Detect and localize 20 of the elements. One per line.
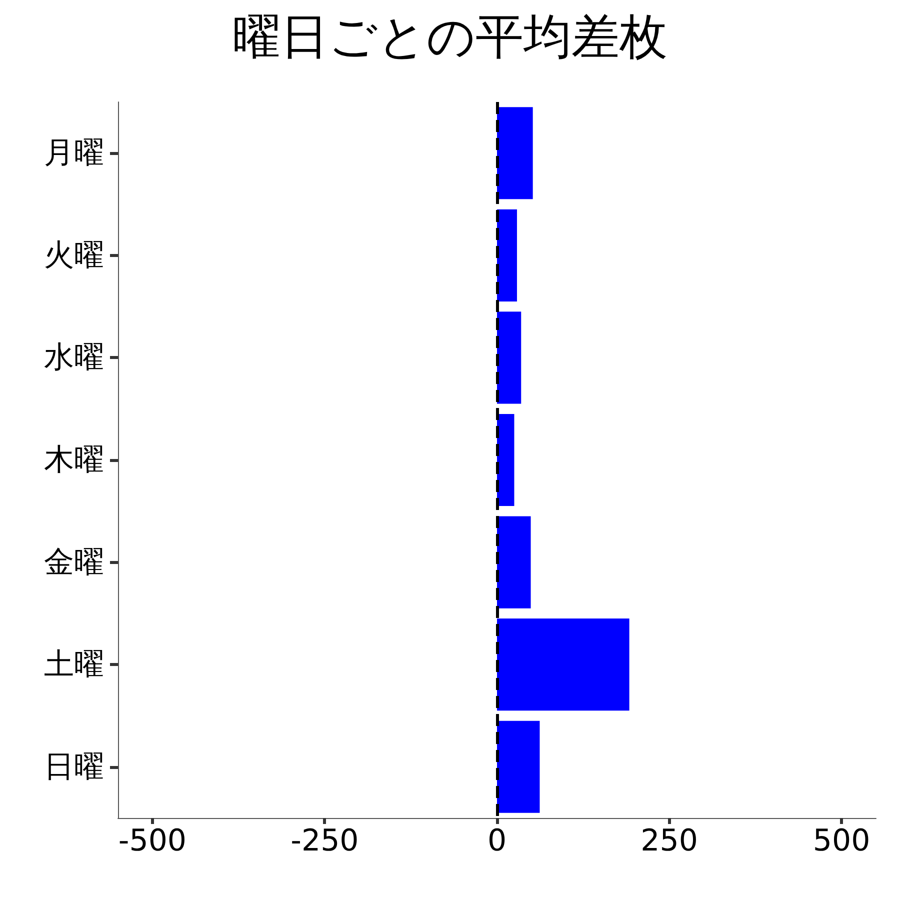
y-tick-label: 火曜 xyxy=(44,238,104,273)
bar xyxy=(497,107,533,200)
bar xyxy=(497,618,630,711)
bar xyxy=(497,516,531,608)
x-tick-label: -250 xyxy=(290,824,359,858)
y-tick-label: 土曜 xyxy=(44,647,104,682)
x-tick-label: -500 xyxy=(118,824,186,858)
y-tick-label: 木曜 xyxy=(44,442,104,478)
x-tick-label: 0 xyxy=(487,824,507,858)
bar xyxy=(497,720,540,813)
y-tick-label: 月曜 xyxy=(44,136,104,171)
y-tick-label: 水曜 xyxy=(44,340,104,376)
y-tick-label: 日曜 xyxy=(44,749,104,784)
y-tick-label: 金曜 xyxy=(44,544,104,580)
bar xyxy=(497,312,522,404)
x-tick-label: 250 xyxy=(640,824,698,858)
chart-title: 曜日ごとの平均差枚 xyxy=(232,9,668,65)
bar xyxy=(497,209,517,302)
bar xyxy=(497,414,514,506)
x-tick-label: 500 xyxy=(812,824,870,858)
